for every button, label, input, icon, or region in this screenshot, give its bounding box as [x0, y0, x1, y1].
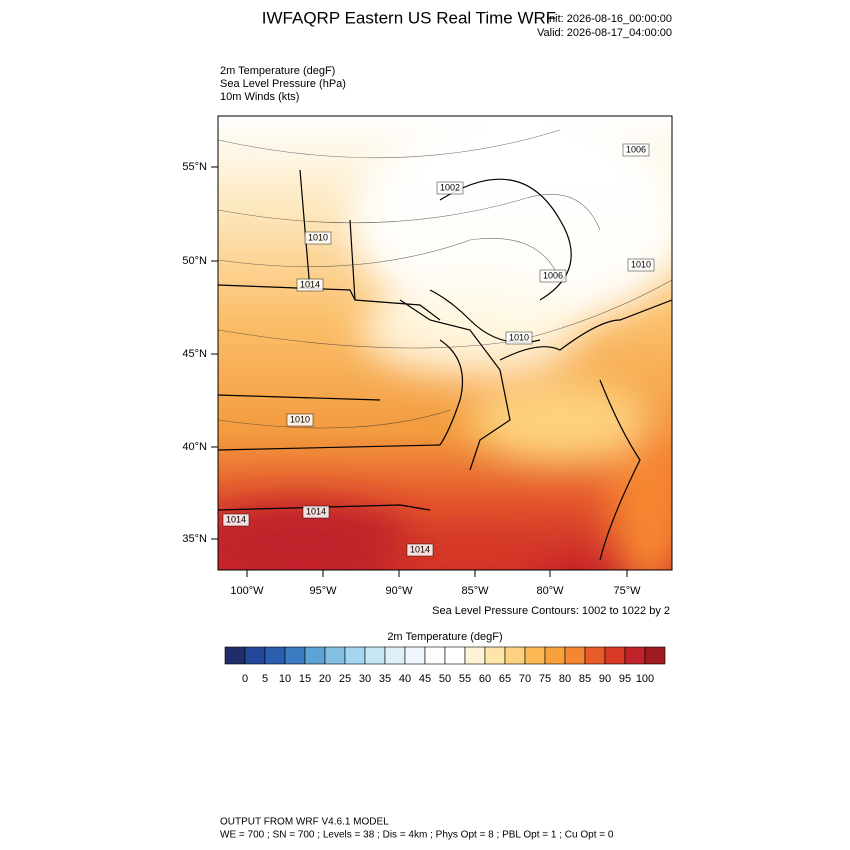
colorbar-swatch [404, 646, 426, 665]
lat-label: 50°N [182, 255, 207, 267]
contour-label: 1014 [300, 279, 320, 289]
contour-label-box [222, 513, 250, 527]
colorbar-label: 70 [519, 673, 531, 685]
contour-label: 1006 [626, 144, 646, 154]
colorbar-swatch [384, 646, 406, 665]
colorbar-swatch [484, 646, 506, 665]
contour-label: 1014 [410, 544, 430, 554]
lon-label: 100°W [230, 585, 264, 597]
contour-label-box [627, 258, 655, 272]
colorbar-label: 25 [339, 673, 351, 685]
colorbar-label: 95 [619, 673, 631, 685]
map-field: 1006 1002 1010 1014 1006 1010 1010 1010 1014 1014… [218, 116, 672, 570]
footer-line: OUTPUT FROM WRF V4.6.1 MODEL [220, 817, 389, 828]
colorbar-label: 90 [599, 673, 611, 685]
colorbar-label: 5 [262, 673, 268, 685]
colorbar-swatch [444, 646, 466, 665]
contour-label: 1010 [509, 332, 529, 342]
contour-label-box [505, 331, 533, 345]
colorbar-label: 75 [539, 673, 551, 685]
colorbar-swatch [424, 646, 446, 665]
colorbar-label: 35 [379, 673, 391, 685]
colorbar-label: 10 [279, 673, 291, 685]
colorbar-swatch [524, 646, 546, 665]
contour-label: 1014 [306, 506, 326, 516]
lon-label: 80°W [536, 585, 564, 597]
colorbar-label: 45 [419, 673, 431, 685]
colorbar-swatch [644, 646, 666, 665]
colorbar-label: 100 [636, 673, 654, 685]
colorbar-swatch [464, 646, 486, 665]
colorbar-swatch [364, 646, 386, 665]
colorbar-title: 2m Temperature (degF) [387, 631, 502, 643]
contour-label: 1006 [543, 270, 563, 280]
footer-line: WE = 700 ; SN = 700 ; Levels = 38 ; Dis … [220, 830, 614, 841]
title: IWFAQRP Eastern US Real Time WRF [262, 8, 556, 27]
lon-label: 85°W [461, 585, 489, 597]
colorbar-swatch [584, 646, 606, 665]
valid-time: Valid: 2026-08-17_04:00:00 [537, 27, 672, 39]
colorbar-label: 15 [299, 673, 311, 685]
colorbar-swatch [224, 646, 246, 665]
contour-label: 1002 [440, 182, 460, 192]
colorbar-swatch [544, 646, 566, 665]
lon-label: 90°W [385, 585, 413, 597]
contour-label-box [622, 143, 650, 157]
contour-label-box [406, 543, 434, 557]
lon-label: 95°W [309, 585, 337, 597]
colorbar-swatch [564, 646, 586, 665]
colorbar-label: 65 [499, 673, 511, 685]
colorbar-label: 0 [242, 673, 248, 685]
lat-label: 35°N [182, 533, 207, 545]
lat-label: 45°N [182, 348, 207, 360]
lon-label: 75°W [613, 585, 641, 597]
colorbar-swatch [624, 646, 646, 665]
colorbar-label: 80 [559, 673, 571, 685]
colorbar-label: 30 [359, 673, 371, 685]
contour-label: 1014 [226, 514, 246, 524]
colorbar-swatch [284, 646, 306, 665]
map-frame [217, 115, 673, 571]
lat-label: 40°N [182, 441, 207, 453]
contour-label: 1010 [631, 259, 651, 269]
contour-label-box [296, 278, 324, 292]
colorbar-label: 85 [579, 673, 591, 685]
colorbar-label: 55 [459, 673, 471, 685]
contour-label: 1010 [308, 232, 328, 242]
contour-label-box [304, 231, 332, 245]
field-label: 10m Winds (kts) [220, 91, 299, 103]
colorbar-swatch [324, 646, 346, 665]
colorbar-swatch [304, 646, 326, 665]
contour-label-box [436, 181, 464, 195]
colorbar-swatch [264, 646, 286, 665]
field-label: 2m Temperature (degF) [220, 65, 335, 77]
contour-label-box [286, 413, 314, 427]
contour-label: 1010 [290, 414, 310, 424]
contour-label-box [302, 505, 330, 519]
colorbar-swatch [504, 646, 526, 665]
lat-label: 55°N [182, 161, 207, 173]
colorbar-label: 60 [479, 673, 491, 685]
contour-label-box [539, 269, 567, 283]
colorbar-swatch [344, 646, 366, 665]
colorbar-label: 40 [399, 673, 411, 685]
colorbar-swatch [604, 646, 626, 665]
field-label: Sea Level Pressure (hPa) [220, 78, 346, 90]
colorbar-label: 20 [319, 673, 331, 685]
colorbar-label: 50 [439, 673, 451, 685]
colorbar-swatch [244, 646, 266, 665]
init-time: Init: 2026-08-16_00:00:00 [546, 13, 672, 25]
contour-note: Sea Level Pressure Contours: 1002 to 102… [432, 605, 670, 617]
